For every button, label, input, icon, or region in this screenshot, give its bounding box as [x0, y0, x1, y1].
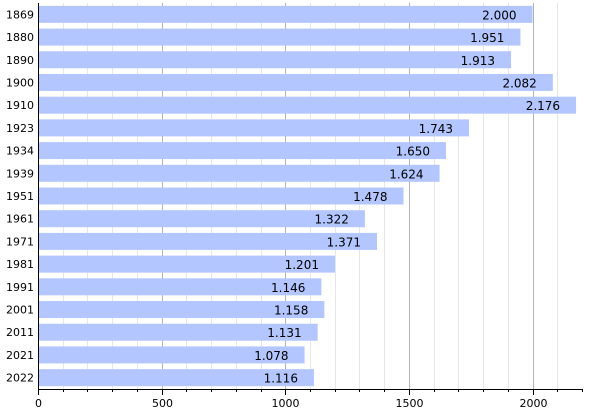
value-label-1934: 1.650 [396, 145, 430, 159]
bar-1981 [38, 255, 335, 273]
bar-1910 [38, 96, 577, 114]
category-label-1923: 1923 [6, 122, 34, 135]
bar-1991 [38, 278, 322, 296]
value-label-1880: 1.951 [470, 31, 504, 45]
bar-1971 [38, 232, 378, 250]
value-label-1939: 1.624 [389, 167, 423, 181]
value-label-1900: 2.082 [502, 76, 536, 90]
value-label-1991: 1.146 [271, 281, 305, 295]
category-label-1961: 1961 [6, 213, 34, 226]
value-label-2022: 1.116 [264, 372, 298, 386]
labels: 1869 2.000 1880 1.951 1890 1.913 1900 2.082 1910… [6, 8, 560, 385]
x-tick-label-0: 0 [35, 397, 42, 409]
bar-1961 [38, 210, 365, 228]
value-label-1923: 1.743 [419, 122, 453, 136]
bar-1951 [38, 187, 404, 205]
value-label-1951: 1.478 [353, 190, 387, 204]
bar-1900 [38, 73, 553, 91]
value-label-2001: 1.158 [274, 304, 308, 318]
category-label-1869: 1869 [6, 8, 34, 21]
bar-1869 [38, 5, 533, 23]
bar-1934 [38, 142, 446, 160]
value-label-1981: 1.201 [285, 258, 319, 272]
bar-1890 [38, 51, 512, 69]
x-tick-label-2000: 2000 [520, 397, 548, 409]
bar-1923 [38, 119, 469, 137]
category-label-2021: 2021 [6, 349, 34, 362]
value-label-2011: 1.131 [267, 326, 301, 340]
x-axis: 0 500 1000 1500 2000 [35, 3, 583, 409]
x-tick-label-1500: 1500 [396, 397, 424, 409]
value-label-1869: 2.000 [482, 8, 516, 22]
value-label-1890: 1.913 [461, 54, 495, 68]
category-label-1991: 1991 [6, 281, 34, 294]
bar-2011 [38, 323, 318, 341]
value-label-1910: 2.176 [526, 99, 560, 113]
bar-2001 [38, 301, 325, 319]
value-label-1961: 1.322 [315, 213, 349, 227]
x-tick-label-500: 500 [152, 397, 173, 409]
category-label-1939: 1939 [6, 167, 34, 180]
category-label-2011: 2011 [6, 326, 34, 339]
category-label-1880: 1880 [6, 31, 34, 44]
bar-2021 [38, 346, 305, 364]
category-label-2022: 2022 [6, 372, 34, 385]
category-label-1951: 1951 [6, 190, 34, 203]
category-label-1910: 1910 [6, 99, 34, 112]
bar-1939 [38, 164, 440, 182]
category-label-2001: 2001 [6, 304, 34, 317]
category-label-1981: 1981 [6, 258, 34, 271]
bar-2022 [38, 369, 314, 387]
category-label-1890: 1890 [6, 54, 34, 67]
bar-1880 [38, 28, 521, 46]
category-label-1900: 1900 [6, 76, 34, 89]
bars [38, 5, 577, 387]
x-tick-label-1000: 1000 [272, 397, 300, 409]
value-label-2021: 1.078 [254, 349, 288, 363]
category-label-1971: 1971 [6, 235, 34, 248]
category-label-1934: 1934 [6, 145, 34, 158]
value-label-1971: 1.371 [327, 235, 361, 249]
